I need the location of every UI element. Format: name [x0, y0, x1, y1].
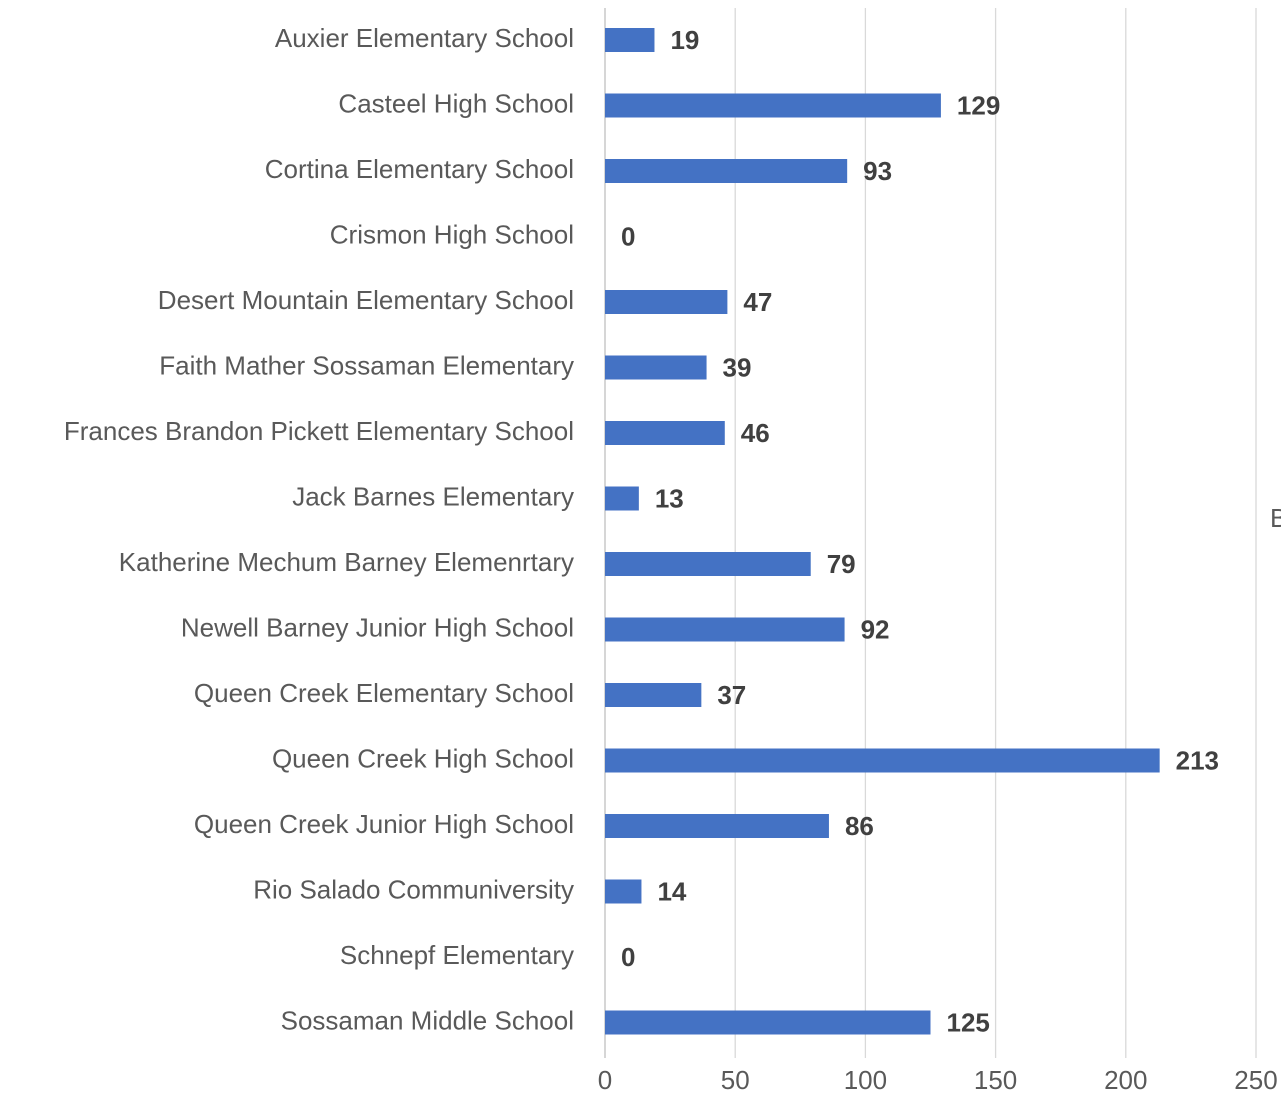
data-label: 125 — [947, 1007, 990, 1037]
data-label: 19 — [670, 25, 699, 55]
data-label: 93 — [863, 156, 892, 186]
data-label: 0 — [621, 942, 635, 972]
x-tick-label: 250 — [1234, 1065, 1277, 1095]
category-label: Queen Creek Elementary School — [194, 678, 574, 708]
data-label: 0 — [621, 221, 635, 251]
data-label: 46 — [741, 418, 770, 448]
category-label: Casteel High School — [338, 88, 574, 118]
x-tick-label: 150 — [974, 1065, 1017, 1095]
bars — [605, 28, 1160, 1035]
category-label: Desert Mountain Elementary School — [158, 285, 574, 315]
data-label: 86 — [845, 811, 874, 841]
category-label: Katherine Mechum Barney Elemenrtary — [119, 547, 574, 577]
bar — [605, 1010, 931, 1035]
x-tick-label: 50 — [721, 1065, 750, 1095]
category-labels: Auxier Elementary School Casteel High Sch… — [64, 23, 574, 1036]
category-label: Cortina Elementary School — [265, 154, 574, 184]
x-tick-label: 200 — [1104, 1065, 1147, 1095]
data-label: 79 — [827, 549, 856, 579]
bar — [605, 159, 848, 183]
bar — [605, 486, 639, 511]
bar — [605, 879, 642, 904]
data-label: 37 — [717, 680, 746, 710]
category-label: Schnepf Elementary — [340, 940, 574, 970]
category-label: Newell Barney Junior High School — [181, 612, 574, 642]
data-label: 14 — [657, 876, 686, 906]
bar — [605, 355, 707, 380]
category-label: Jack Barnes Elementary — [292, 481, 574, 511]
category-label: Queen Creek High School — [272, 743, 574, 773]
bar — [605, 290, 728, 314]
data-label: 47 — [743, 287, 772, 317]
data-label: 92 — [861, 614, 890, 644]
bar — [605, 552, 811, 576]
data-labels: 19 129 93 0 47 39 46 13 79 92 37 213 86 14 0 125 — [621, 25, 1219, 1038]
bar — [605, 421, 725, 445]
x-axis-tick-labels: 0 50 100 150 200 250 — [598, 1065, 1278, 1095]
category-label: Crismon High School — [330, 219, 574, 249]
data-label: 213 — [1176, 745, 1219, 775]
bar — [605, 814, 829, 838]
bar — [605, 93, 941, 118]
x-tick-label: 100 — [844, 1065, 887, 1095]
x-tick-label: 0 — [598, 1065, 612, 1095]
category-label: Faith Mather Sossaman Elementary — [159, 350, 574, 380]
bar — [605, 617, 845, 642]
category-label: Auxier Elementary School — [275, 23, 574, 53]
bar — [605, 28, 655, 52]
category-label: Frances Brandon Pickett Elementary Schoo… — [64, 416, 574, 446]
bar — [605, 683, 702, 707]
data-label: 39 — [723, 352, 752, 382]
category-label: Queen Creek Junior High School — [194, 809, 574, 839]
data-label: 129 — [957, 90, 1000, 120]
edge-label-cut-off: B — [1270, 503, 1281, 533]
bar — [605, 748, 1160, 773]
category-label: Sossaman Middle School — [281, 1005, 574, 1035]
data-label: 13 — [655, 483, 684, 513]
category-label: Rio Salado Communiversity — [253, 874, 574, 904]
